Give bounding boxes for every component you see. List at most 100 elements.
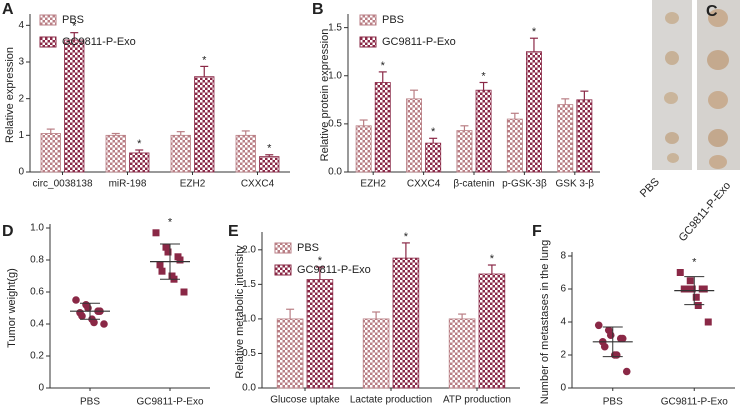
panel-letter: A xyxy=(2,1,14,18)
y-tick-label: 0.5 xyxy=(328,119,342,130)
point xyxy=(90,318,98,327)
y-tick-label: 4 xyxy=(560,317,566,328)
significance: * xyxy=(137,138,142,150)
bar xyxy=(425,142,442,173)
point xyxy=(612,351,621,359)
panel-letter: B xyxy=(312,1,324,18)
point xyxy=(622,367,631,376)
point xyxy=(682,285,690,293)
y-tick-label: 1.5 xyxy=(328,22,342,33)
x-tick-label: GC9811-P-Exo xyxy=(136,397,204,408)
point xyxy=(704,318,712,326)
point xyxy=(72,296,80,304)
x-tick-label: PBS xyxy=(80,397,100,408)
significance: * xyxy=(381,60,386,72)
y-axis-label: Relative protein expression xyxy=(319,29,331,162)
y-tick-label: 2.0 xyxy=(242,244,256,255)
y-tick-label: 0.6 xyxy=(30,287,44,298)
significance: * xyxy=(202,54,207,66)
bar xyxy=(576,99,593,173)
bar xyxy=(306,279,334,389)
point xyxy=(694,302,702,309)
y-tick-label: 1 xyxy=(18,130,24,141)
y-tick-label: 0.8 xyxy=(30,255,44,266)
point xyxy=(618,334,627,343)
bar xyxy=(448,318,476,389)
x-tick-label: CXXC4 xyxy=(407,179,441,190)
x-tick-label: GSK 3-β xyxy=(556,179,595,190)
significance: * xyxy=(72,21,77,33)
y-tick-label: 1.0 xyxy=(242,314,256,325)
bar xyxy=(355,125,372,173)
significance: * xyxy=(481,70,486,82)
significance: * xyxy=(168,217,173,229)
panel-letter: F xyxy=(532,223,542,240)
significance: * xyxy=(431,126,436,138)
tumor-photos xyxy=(652,0,740,170)
point xyxy=(164,248,172,256)
x-tick-label: GC9811-P-Exo xyxy=(661,397,729,408)
bar xyxy=(392,257,420,389)
y-tick-label: 0.4 xyxy=(30,319,44,330)
bar xyxy=(478,273,506,389)
y-tick-label: 0 xyxy=(18,167,24,178)
x-tick-label: CXXC4 xyxy=(241,179,275,190)
legend-swatch xyxy=(39,14,57,26)
point xyxy=(152,229,160,237)
significance: * xyxy=(267,143,272,155)
photo-pbs xyxy=(652,0,692,170)
panel-letter: E xyxy=(228,223,239,240)
legend-swatch xyxy=(39,36,57,48)
bar xyxy=(374,82,391,173)
y-axis-label: Relative expression xyxy=(4,47,16,143)
y-axis-label: Number of metastases in the lung xyxy=(539,240,551,404)
y-tick-label: 6 xyxy=(560,284,566,295)
significance: * xyxy=(490,253,495,265)
x-tick-label: miR-198 xyxy=(109,179,147,190)
bar xyxy=(170,134,191,173)
point xyxy=(600,342,609,351)
y-tick-label: 8 xyxy=(560,251,566,262)
point xyxy=(162,243,170,251)
y-tick-label: 1.0 xyxy=(30,223,44,234)
y-axis-label: Relative metabolic intensity xyxy=(234,245,246,379)
significance: * xyxy=(532,26,537,38)
legend-swatch xyxy=(274,264,292,276)
x-tick-label: Lactate production xyxy=(350,395,432,406)
point xyxy=(158,267,166,275)
bar xyxy=(406,98,423,173)
photo-label: GC9811-P-Exo xyxy=(677,180,734,244)
bar xyxy=(64,39,85,173)
panel-letter: D xyxy=(2,223,14,240)
point xyxy=(100,320,108,328)
legend-label: GC9811-P-Exo xyxy=(382,36,456,48)
bar xyxy=(259,156,280,173)
bar xyxy=(557,104,574,173)
legend-label: PBS xyxy=(62,14,84,26)
bar xyxy=(362,318,390,389)
panel-letter: C xyxy=(706,3,718,20)
x-tick-label: circ_0038138 xyxy=(32,179,92,190)
x-tick-label: PBS xyxy=(603,397,623,408)
y-tick-label: 0.0 xyxy=(242,383,256,394)
point xyxy=(180,288,188,296)
y-tick-label: 1.0 xyxy=(328,70,342,81)
y-tick-label: 0.0 xyxy=(328,167,342,178)
point xyxy=(688,285,696,293)
x-tick-label: Glucose uptake xyxy=(270,395,340,406)
point xyxy=(676,269,684,276)
x-tick-label: ATP production xyxy=(443,395,511,406)
bar xyxy=(526,51,542,173)
legend-swatch xyxy=(274,242,292,254)
x-tick-label: β-catenin xyxy=(453,179,494,190)
y-tick-label: 3 xyxy=(18,57,24,68)
legend-swatch xyxy=(359,14,377,26)
point xyxy=(606,331,615,340)
y-tick-label: 4 xyxy=(18,20,24,31)
bar xyxy=(40,133,61,173)
legend-label: PBS xyxy=(297,242,319,254)
significance: * xyxy=(404,231,409,243)
y-tick-label: 0 xyxy=(560,383,566,394)
x-tick-label: p-GSK-3β xyxy=(502,179,547,190)
